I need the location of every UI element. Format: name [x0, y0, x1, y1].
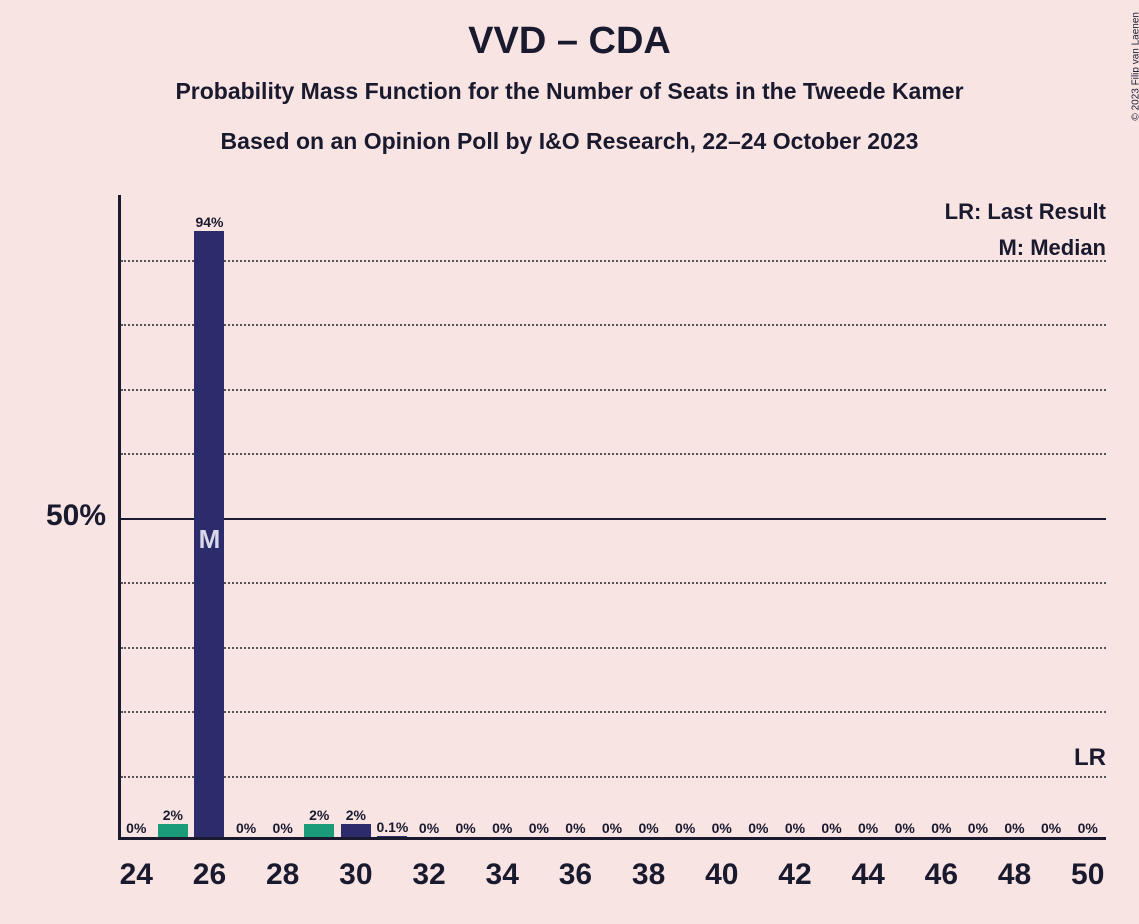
- x-axis-label: 30: [326, 858, 386, 892]
- bar: [377, 836, 407, 837]
- x-axis-label: 40: [692, 858, 752, 892]
- bar: [158, 824, 188, 837]
- chart-title: VVD – CDA: [0, 20, 1139, 63]
- gridline: [121, 776, 1106, 778]
- x-axis-label: 48: [985, 858, 1045, 892]
- bar-value-label: 94%: [187, 214, 231, 230]
- bar: [304, 824, 334, 837]
- x-axis-label: 36: [545, 858, 605, 892]
- x-axis-label: 50: [1058, 858, 1118, 892]
- bar-value-label: 0%: [1066, 820, 1110, 836]
- chart-subtitle-2: Based on an Opinion Poll by I&O Research…: [0, 128, 1139, 155]
- gridline: [121, 389, 1106, 391]
- x-axis-label: 38: [619, 858, 679, 892]
- x-axis-label: 26: [179, 858, 239, 892]
- x-axis-label: 32: [399, 858, 459, 892]
- x-axis-label: 44: [838, 858, 898, 892]
- x-axis-label: 24: [106, 858, 166, 892]
- gridline: [121, 260, 1106, 262]
- x-axis-label: 42: [765, 858, 825, 892]
- x-axis-label: 46: [911, 858, 971, 892]
- copyright-text: © 2023 Filip van Laenen: [1131, 12, 1139, 121]
- gridline: [121, 518, 1106, 520]
- chart-subtitle-1: Probability Mass Function for the Number…: [0, 78, 1139, 105]
- last-result-marker: LR: [1074, 744, 1106, 772]
- chart-plot-area: 0%2%M94%0%0%2%2%0.1%0%0%0%0%0%0%0%0%0%0%…: [118, 195, 1106, 840]
- gridline: [121, 647, 1106, 649]
- gridline: [121, 711, 1106, 713]
- gridline: [121, 582, 1106, 584]
- gridline: [121, 324, 1106, 326]
- legend-last-result: LR: Last Result: [945, 199, 1106, 225]
- bar: [341, 824, 371, 837]
- x-axis: [118, 837, 1106, 840]
- median-marker: M: [194, 524, 224, 555]
- x-axis-label: 34: [472, 858, 532, 892]
- bar-value-label: 2%: [151, 807, 195, 823]
- x-axis-label: 28: [253, 858, 313, 892]
- gridline: [121, 453, 1106, 455]
- legend-median: M: Median: [998, 235, 1106, 261]
- y-axis-label-50: 50%: [46, 499, 106, 533]
